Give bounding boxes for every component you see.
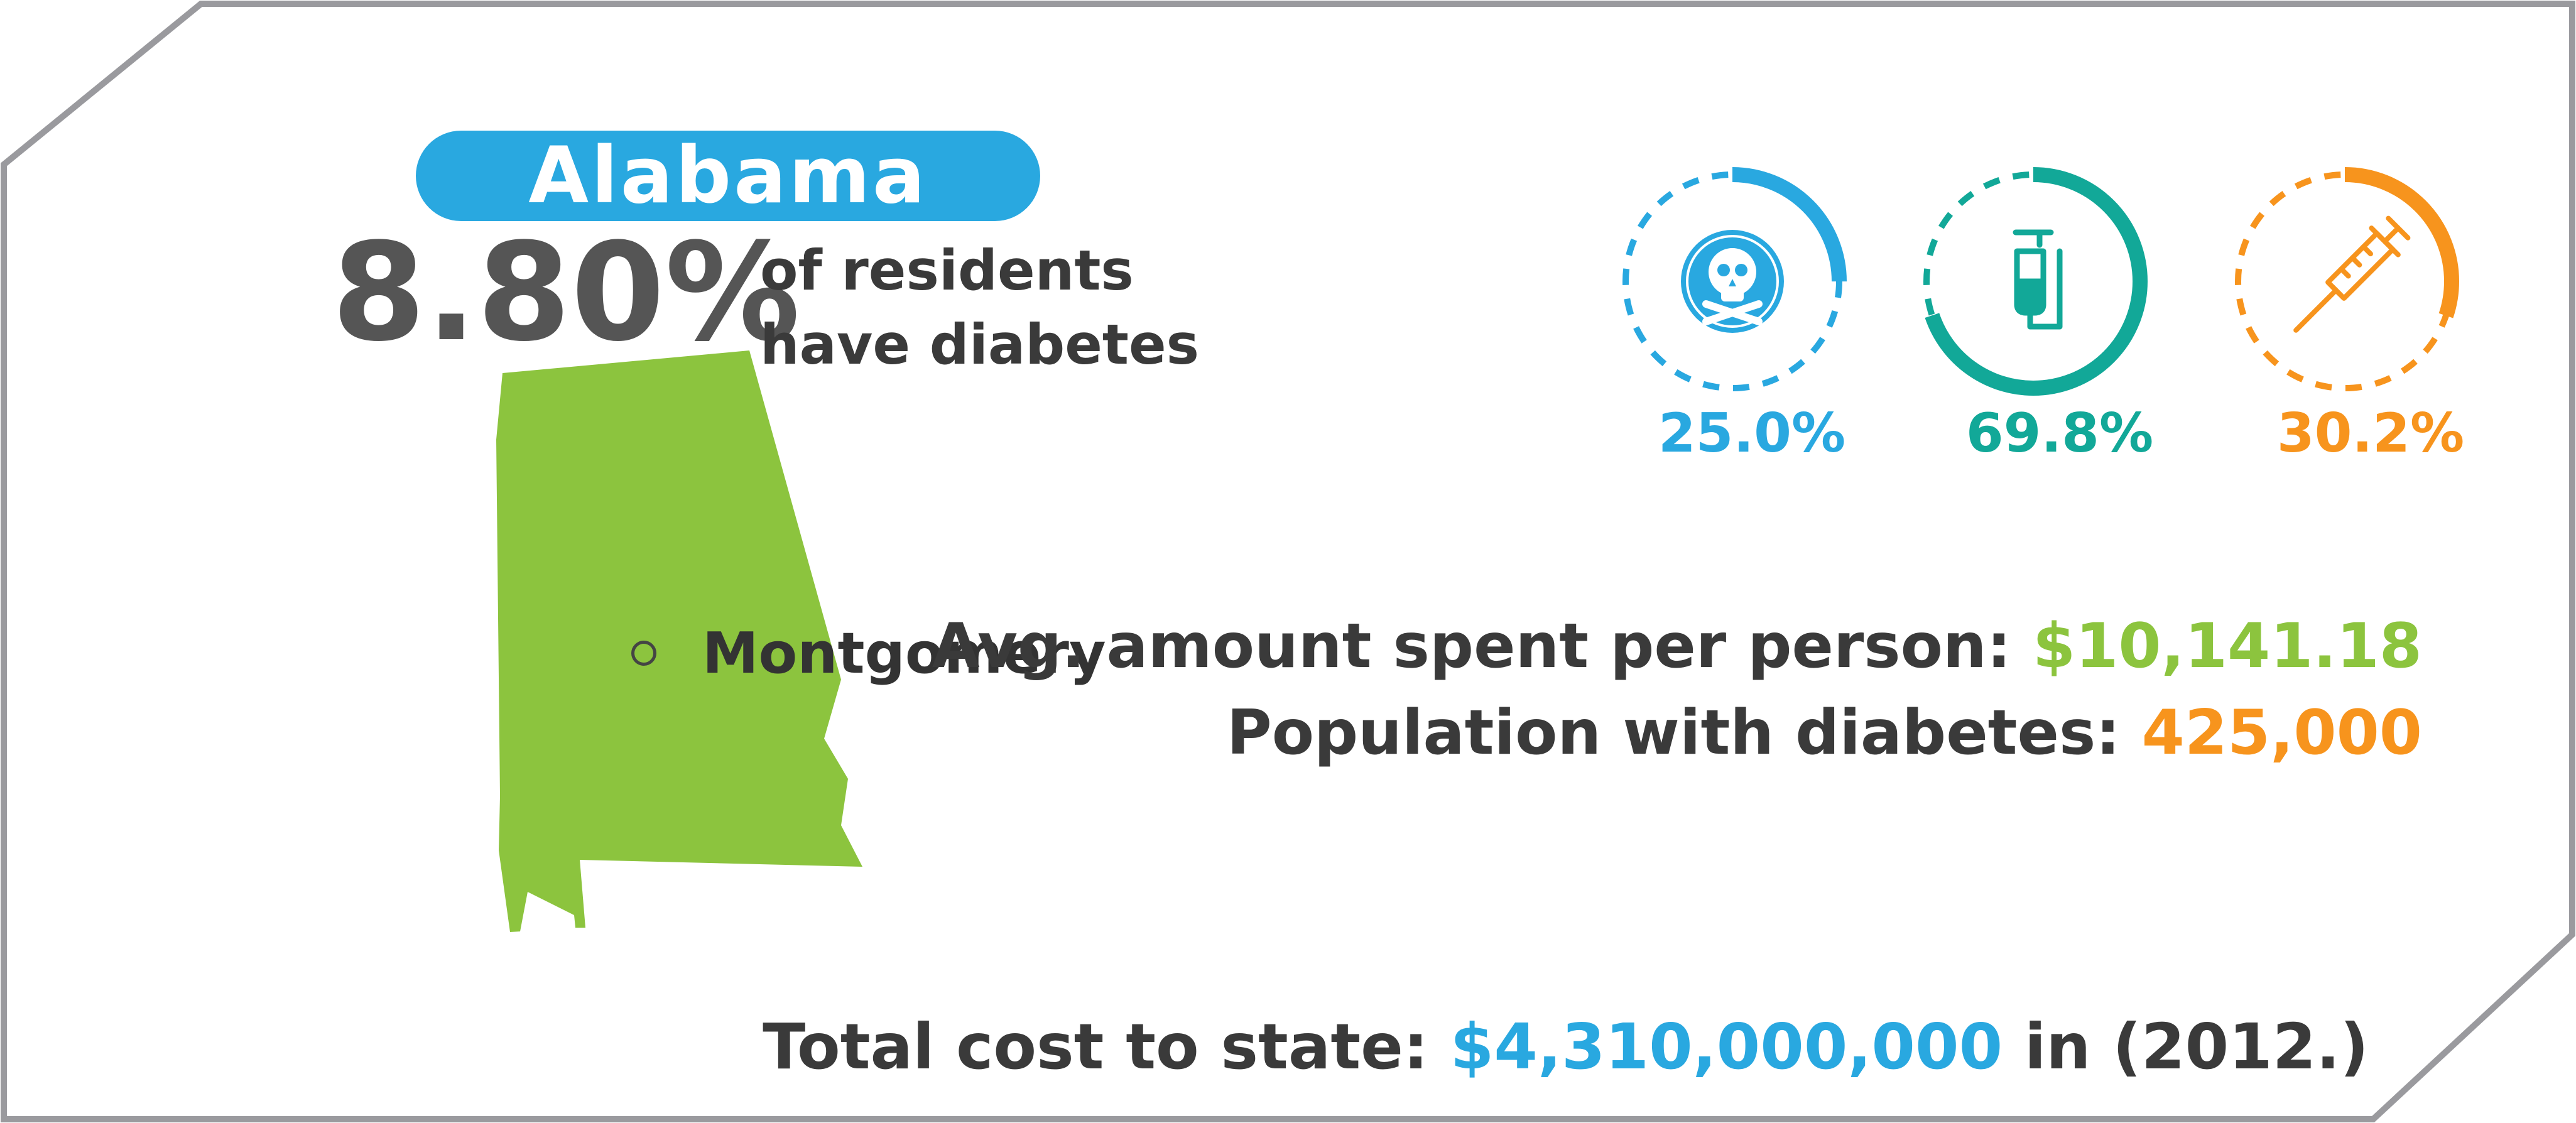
state-name: Alabama xyxy=(528,131,928,221)
diabetes-rate: 8.80% xyxy=(332,214,800,371)
caption-line-1: of residents xyxy=(760,238,1134,303)
state-title-pill: Alabama xyxy=(416,131,1040,221)
iv-bag-icon xyxy=(2013,229,2063,330)
ring-progress-arc xyxy=(2231,167,2459,396)
ring-label-medication: 30.2% xyxy=(2276,402,2465,465)
capital-name: Montgomery xyxy=(702,621,1106,686)
population-line: Population with diabetes: 425,000 xyxy=(1227,697,2422,769)
ring-gauge-medication xyxy=(2231,167,2459,396)
ring-progress-arc xyxy=(1618,167,1847,396)
ring-label-treatment: 69.8% xyxy=(1965,402,2154,465)
total-cost-value: $4,310,000,000 xyxy=(1450,1010,2003,1083)
ring-progress-arc xyxy=(1919,167,2148,396)
ring-gauge-deaths xyxy=(1618,167,1847,396)
avg-spent-value: $10,141.18 xyxy=(2033,610,2422,682)
total-cost-label: Total cost to state: xyxy=(763,1010,1428,1083)
diabetes-rate-caption: of residents have diabetes xyxy=(760,234,1199,382)
ring-label-deaths: 25.0% xyxy=(1658,402,1846,465)
avg-spent-line: Avg. amount spent per person: $10,141.18 xyxy=(932,610,2422,682)
total-cost-year: (2012.) xyxy=(2112,1010,2369,1083)
avg-spent-label: Avg. amount spent per person: xyxy=(932,610,2011,682)
total-cost-line: Total cost to state: $4,310,000,000 in (… xyxy=(763,1010,2369,1083)
syringe-icon xyxy=(2293,215,2411,333)
total-cost-in: in xyxy=(2024,1010,2091,1083)
population-label: Population with diabetes: xyxy=(1226,697,2121,769)
caption-line-2: have diabetes xyxy=(760,312,1200,377)
population-value: 425,000 xyxy=(2141,697,2422,769)
skull-crossbones-icon xyxy=(1681,230,1784,333)
capital-marker xyxy=(631,641,656,666)
ring-gauge-treatment xyxy=(1919,167,2148,396)
